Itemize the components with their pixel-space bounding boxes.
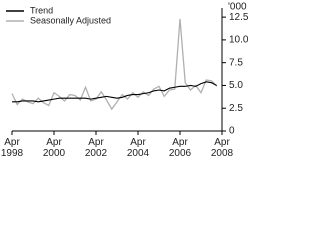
x-tick-label: Apr 2008 (210, 137, 234, 159)
y-tick-label: 10.0 (229, 35, 249, 46)
series-line (11, 18, 218, 111)
x-tick-label: Apr 2004 (126, 137, 150, 159)
legend-label: Trend (30, 5, 53, 15)
x-tick-label: Apr 2006 (168, 137, 192, 159)
y-tick-label: 5.0 (229, 80, 243, 91)
x-tick-label: Apr 2000 (42, 137, 66, 159)
series-line (12, 81, 218, 103)
y-tick-label: 12.5 (229, 12, 249, 23)
y-tick-label: 7.5 (229, 57, 243, 68)
x-tick-label: Apr 2002 (84, 137, 108, 159)
unit-label: '000 (228, 2, 247, 13)
x-tick-label: Apr 1998 (0, 137, 24, 159)
y-tick-label: 0 (229, 126, 235, 137)
legend-label: Seasonally Adjusted (30, 15, 111, 25)
chart: '000 0 2.5 5.0 7.5 10.0 12.5 Trend Seasonally A… (0, 2, 249, 159)
y-tick-label: 2.5 (229, 103, 243, 114)
